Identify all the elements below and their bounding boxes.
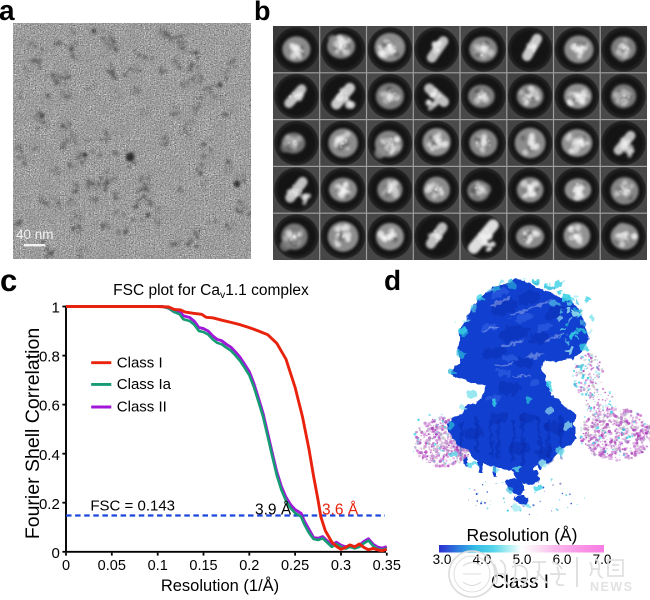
svg-text:Class II: Class II bbox=[117, 399, 167, 416]
svg-text:Fourier Shell Correlation: Fourier Shell Correlation bbox=[22, 328, 44, 539]
svg-text:3.6 Å: 3.6 Å bbox=[322, 502, 359, 519]
svg-text:Class I: Class I bbox=[117, 354, 163, 371]
svg-text:0.35: 0.35 bbox=[373, 558, 401, 574]
svg-text:Class I: Class I bbox=[491, 572, 549, 593]
svg-text:0.2: 0.2 bbox=[39, 496, 60, 513]
svg-text:FSC plot for Cav1.1 complex: FSC plot for Cav1.1 complex bbox=[113, 282, 309, 301]
svg-text:FSC = 0.143: FSC = 0.143 bbox=[90, 498, 175, 515]
svg-text:0.3: 0.3 bbox=[331, 558, 351, 574]
svg-text:7.0: 7.0 bbox=[593, 552, 612, 567]
svg-text:NEWS: NEWS bbox=[590, 580, 634, 594]
svg-text:6.0: 6.0 bbox=[553, 552, 572, 567]
svg-text:0: 0 bbox=[62, 558, 70, 574]
svg-text:0.15: 0.15 bbox=[189, 558, 217, 574]
svg-text:0.2: 0.2 bbox=[239, 558, 259, 574]
svg-text:Resolution (Å): Resolution (Å) bbox=[467, 525, 578, 545]
svg-text:0.05: 0.05 bbox=[98, 558, 126, 574]
svg-text:0.4: 0.4 bbox=[39, 447, 60, 464]
svg-text:0: 0 bbox=[51, 545, 59, 562]
svg-text:0.6: 0.6 bbox=[39, 398, 60, 415]
svg-text:Class Ia: Class Ia bbox=[117, 376, 172, 393]
svg-text:3.9 Å: 3.9 Å bbox=[255, 502, 292, 519]
svg-text:0.8: 0.8 bbox=[39, 349, 60, 366]
svg-text:0.25: 0.25 bbox=[281, 558, 309, 574]
svg-text:3.0: 3.0 bbox=[433, 552, 452, 567]
svg-text:40 nm: 40 nm bbox=[16, 227, 54, 242]
svg-text:0.1: 0.1 bbox=[148, 558, 168, 574]
svg-text:Resolution (1/Å): Resolution (1/Å) bbox=[161, 576, 279, 595]
svg-text:5.0: 5.0 bbox=[513, 552, 532, 567]
svg-text:1: 1 bbox=[51, 300, 59, 317]
